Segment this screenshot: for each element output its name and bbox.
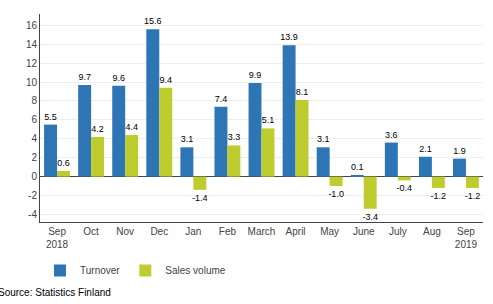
svg-text:-4: -4 (28, 209, 37, 220)
svg-text:8: 8 (31, 95, 37, 106)
svg-text:3.3: 3.3 (228, 132, 241, 142)
svg-text:Aug: Aug (423, 226, 441, 237)
svg-text:0.1: 0.1 (351, 162, 364, 172)
svg-text:16: 16 (26, 20, 38, 31)
svg-text:-3.4: -3.4 (362, 212, 378, 222)
svg-text:-0.4: -0.4 (397, 183, 413, 193)
svg-text:June: June (353, 226, 375, 237)
svg-text:8.1: 8.1 (296, 87, 309, 97)
svg-text:Jan: Jan (185, 226, 201, 237)
svg-text:March: March (248, 226, 276, 237)
svg-text:2.1: 2.1 (419, 144, 432, 154)
svg-text:1.9: 1.9 (453, 146, 466, 156)
svg-text:6: 6 (31, 114, 37, 125)
svg-text:9.6: 9.6 (112, 73, 125, 83)
svg-text:0: 0 (31, 171, 37, 182)
svg-text:12: 12 (26, 58, 38, 69)
svg-text:Oct: Oct (83, 226, 99, 237)
svg-text:July: July (389, 226, 407, 237)
svg-text:Nov: Nov (116, 226, 134, 237)
svg-text:-2: -2 (28, 190, 37, 201)
svg-text:-1.0: -1.0 (328, 189, 344, 199)
svg-text:April: April (286, 226, 306, 237)
svg-text:9.7: 9.7 (78, 72, 91, 82)
svg-text:-1.4: -1.4 (192, 193, 208, 203)
svg-text:9.4: 9.4 (159, 75, 172, 85)
svg-text:4.2: 4.2 (91, 124, 104, 134)
svg-text:Sep2018: Sep2018 (46, 226, 69, 250)
svg-text:3.1: 3.1 (317, 134, 330, 144)
svg-text:10: 10 (26, 77, 38, 88)
svg-text:2: 2 (31, 152, 37, 163)
svg-text:Sales volume: Sales volume (165, 265, 225, 276)
svg-text:5.5: 5.5 (44, 112, 57, 122)
svg-text:Turnover: Turnover (80, 265, 120, 276)
svg-text:13.9: 13.9 (280, 32, 298, 42)
svg-text:7.4: 7.4 (215, 94, 228, 104)
svg-text:Dec: Dec (150, 226, 168, 237)
svg-text:4: 4 (31, 133, 37, 144)
svg-text:-1.2: -1.2 (465, 191, 481, 201)
svg-text:14: 14 (26, 39, 38, 50)
svg-text:15.6: 15.6 (144, 16, 162, 26)
svg-text:5.1: 5.1 (262, 115, 275, 125)
svg-text:May: May (320, 226, 339, 237)
svg-text:Source: Statistics Finland: Source: Statistics Finland (0, 287, 111, 298)
svg-text:Sep2019: Sep2019 (455, 226, 478, 250)
svg-text:-1.2: -1.2 (431, 191, 447, 201)
svg-text:Feb: Feb (219, 226, 237, 237)
svg-text:4.4: 4.4 (125, 122, 138, 132)
svg-text:0.6: 0.6 (57, 158, 70, 168)
svg-text:3.6: 3.6 (385, 130, 398, 140)
svg-text:3.1: 3.1 (181, 134, 194, 144)
svg-text:9.9: 9.9 (249, 70, 262, 80)
